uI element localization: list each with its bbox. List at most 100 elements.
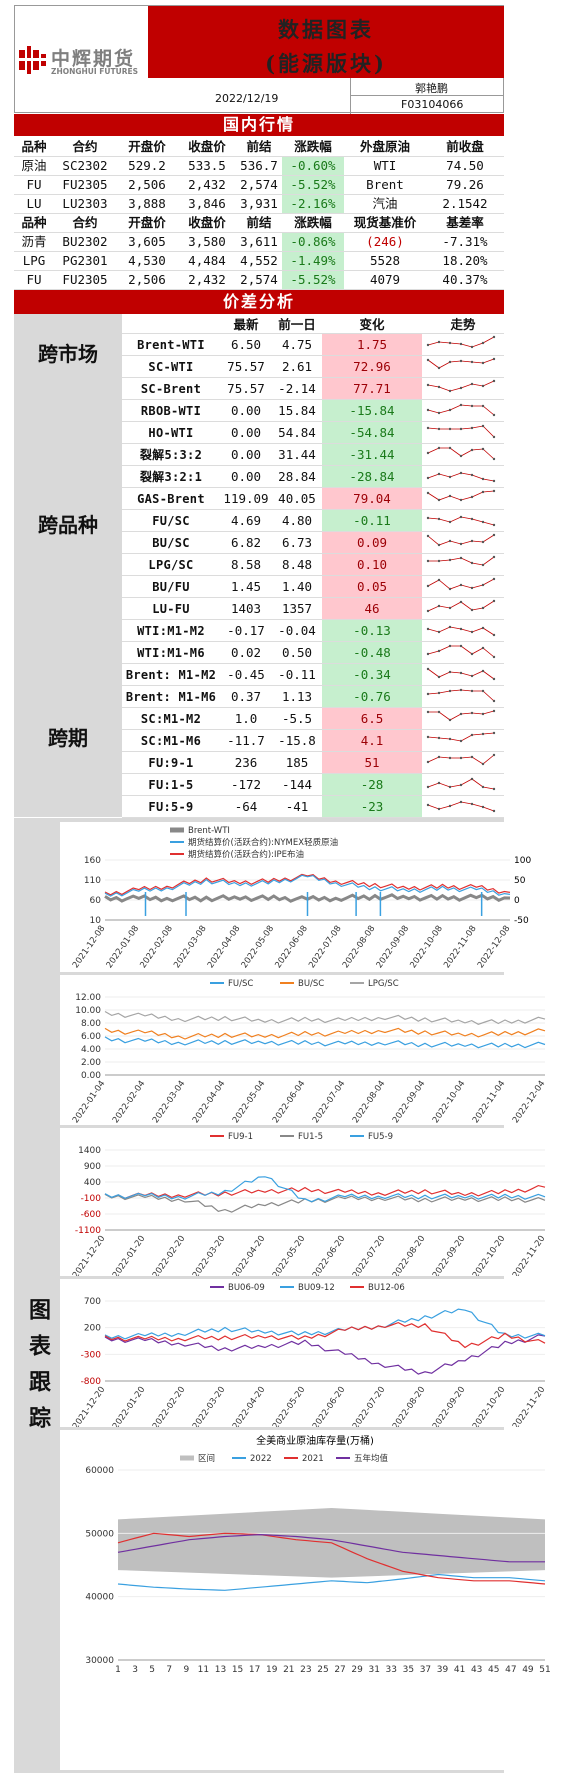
x-tick-label: 31 xyxy=(368,1665,379,1675)
table-cell: 沥青 xyxy=(14,232,54,252)
spread-name: SC-Brent xyxy=(122,377,220,400)
table-cell: -0.86% xyxy=(282,232,344,252)
x-tick-label: 2022-02-20 xyxy=(151,1234,188,1276)
x-tick-label: 47 xyxy=(505,1665,516,1675)
series-line xyxy=(104,1176,546,1203)
spread-value: 40.05 xyxy=(272,487,322,510)
x-tick-label: 2022-10-20 xyxy=(471,1385,508,1427)
sparkline-point xyxy=(437,427,441,431)
sparkline-point xyxy=(437,340,441,344)
spread-change: -0.11 xyxy=(322,509,422,532)
sparkline-point xyxy=(437,604,441,608)
x-tick-label: 2022-01-20 xyxy=(111,1234,148,1276)
sparkline-point xyxy=(481,404,485,408)
sparkline-point xyxy=(481,477,485,481)
series-line xyxy=(104,873,511,896)
x-tick-label: 2022-11-04 xyxy=(471,1079,508,1125)
legend-label: FU9-1 xyxy=(228,1132,253,1142)
sparkline-point xyxy=(492,655,496,659)
sparkline-line xyxy=(427,425,495,438)
sparkline-point xyxy=(459,671,463,675)
spread-value: -11.7 xyxy=(220,729,272,752)
x-tick-label: 27 xyxy=(334,1665,345,1675)
column-header: 外盘原油 xyxy=(344,138,426,157)
y-right-tick-label: 100 xyxy=(514,856,531,866)
spread-row: WTI:M1-M6 0.02 0.50 -0.48 xyxy=(122,641,504,664)
spread-value: -15.8 xyxy=(272,729,322,752)
x-tick-label: 2022-10-08 xyxy=(408,924,445,970)
table-cell: 536.7 xyxy=(236,156,282,176)
legend-label: LPG/SC xyxy=(368,979,399,989)
sparkline-point xyxy=(437,578,441,582)
spread-value: 31.44 xyxy=(272,443,322,466)
table-cell: -5.52% xyxy=(282,175,344,195)
x-tick-label: 2022-03-20 xyxy=(191,1385,228,1427)
spread-value: 0.02 xyxy=(220,641,272,664)
spread-change: 77.71 xyxy=(322,377,422,400)
sparkline-point xyxy=(426,476,430,480)
spread-value: 185 xyxy=(272,751,322,774)
trend-sparkline xyxy=(422,641,504,664)
x-tick-label: 3 xyxy=(132,1665,138,1675)
x-tick-label: 2022-05-20 xyxy=(271,1385,308,1427)
y-tick-label: 1400 xyxy=(78,1146,101,1156)
y-tick-label: 10 xyxy=(90,916,102,926)
spread-value: 236 xyxy=(220,751,272,774)
spread-row: SC-Brent 75.57 -2.14 77.71 xyxy=(122,377,504,400)
page-subtitle: (能源版块) xyxy=(265,51,387,76)
sparkline-point xyxy=(481,361,485,365)
table-row: FU FU2305 2,506 2,432 2,574 -5.52% Brent 79.26 xyxy=(14,175,504,195)
y-right-tick-label: -50 xyxy=(514,916,529,926)
table-cell: 2,574 xyxy=(236,175,282,195)
sparkline-point xyxy=(492,787,496,791)
logo: 中辉期货 ZHONGHUI FUTURES xyxy=(19,44,149,80)
trend-sparkline xyxy=(422,729,504,752)
y-tick-label: 110 xyxy=(84,876,101,886)
sparkline-point xyxy=(481,626,485,630)
table-row: 原油 SC2302 529.2 533.5 536.7 -0.60% WTI 74.50 xyxy=(14,156,504,176)
legend-label: BU/SC xyxy=(298,979,324,989)
x-tick-label: 2022-09-20 xyxy=(431,1385,468,1427)
sparkline-point xyxy=(448,689,452,693)
column-header: 前收盘 xyxy=(426,138,504,157)
x-tick-label: 19 xyxy=(266,1665,278,1675)
sparkline-point xyxy=(459,583,463,587)
domestic-section-title: 国内行情 xyxy=(14,114,504,136)
spread-change: 1.75 xyxy=(322,333,422,356)
x-tick-label: 2022-03-04 xyxy=(151,1079,188,1125)
x-tick-label: 2022-02-04 xyxy=(111,1079,148,1125)
sparkline-point xyxy=(448,587,452,591)
legend-label: BU06-09 xyxy=(228,1283,265,1293)
sparkline-point xyxy=(459,556,463,560)
sparkline-point xyxy=(448,804,452,808)
spread-value: 4.69 xyxy=(220,509,272,532)
sparkline-point xyxy=(459,783,463,787)
table-cell: FU xyxy=(14,175,54,195)
spread-value: 2.61 xyxy=(272,355,322,378)
spread-row: Brent: M1-M6 0.37 1.13 -0.76 xyxy=(122,685,504,708)
legend-label: 五年均值 xyxy=(354,1453,389,1464)
sparkline-point xyxy=(459,498,463,502)
spread-row: FU:5-9 -64 -41 -23 xyxy=(122,795,504,818)
sparkline-point xyxy=(437,472,441,476)
x-tick-label: 1 xyxy=(115,1665,121,1675)
spread-name: WTI:M1-M6 xyxy=(122,641,220,664)
x-tick-label: 23 xyxy=(300,1665,311,1675)
trend-sparkline xyxy=(422,355,504,378)
table-cell: 3,580 xyxy=(178,232,236,252)
sparkline-point xyxy=(437,630,441,634)
spread-change: -23 xyxy=(322,795,422,818)
legend-label: BU12-06 xyxy=(368,1283,405,1293)
y-right-tick-label: 50 xyxy=(514,876,526,886)
column-header: 走势 xyxy=(422,314,504,334)
spread-change: 0.09 xyxy=(322,531,422,554)
trend-sparkline xyxy=(422,333,504,356)
spread-change: -28 xyxy=(322,773,422,796)
sparkline-point xyxy=(492,357,496,361)
trend-sparkline xyxy=(422,795,504,818)
sparkline-point xyxy=(437,517,441,521)
spread-change: 46 xyxy=(322,597,422,620)
x-tick-label: 2022-06-20 xyxy=(311,1385,348,1427)
sparkline-point xyxy=(470,652,474,656)
sparkline-point xyxy=(492,577,496,581)
